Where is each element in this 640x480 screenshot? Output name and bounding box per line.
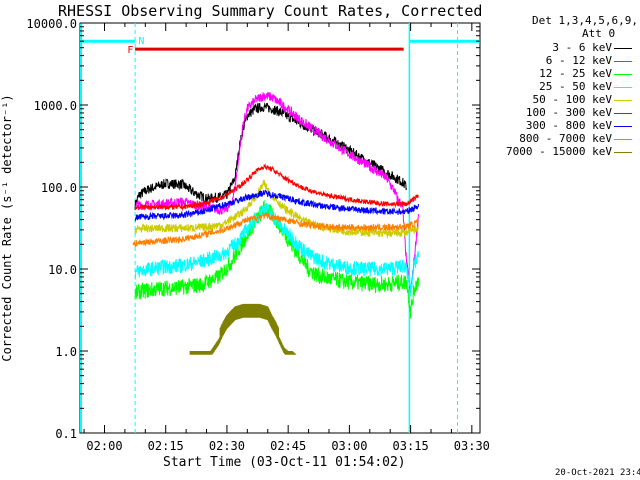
legend-swatch (614, 113, 632, 114)
x-tick-label: 02:15 (148, 439, 184, 453)
y-tick-label: 10.0 (48, 263, 77, 277)
legend-entry: 6 - 12 keV (488, 54, 634, 67)
x-tick-label: 02:00 (86, 439, 122, 453)
legend-entry: 7000 - 15000 keV (488, 145, 634, 158)
x-tick-label: 02:30 (209, 439, 245, 453)
legend-entry: 50 - 100 keV (488, 93, 634, 106)
legend-label: 800 - 7000 keV (519, 132, 612, 145)
legend-swatch (614, 48, 632, 49)
series-line (134, 189, 419, 222)
legend-swatch (614, 87, 632, 88)
legend-entry: 100 - 300 keV (488, 106, 634, 119)
series-line (134, 92, 419, 294)
x-tick-label: 03:30 (454, 439, 490, 453)
y-tick-label: 100.0 (41, 181, 77, 195)
legend-entry: 3 - 6 keV (488, 41, 634, 54)
legend-label: 3 - 6 keV (552, 41, 612, 54)
legend-swatch (614, 126, 632, 127)
timestamp-footer: 20-Oct-2021 23:47 (555, 468, 640, 478)
legend-label: 300 - 800 keV (525, 119, 612, 132)
legend-swatch (614, 61, 632, 62)
legend-entry: 25 - 50 keV (488, 80, 634, 93)
x-tick-label: 02:45 (270, 439, 306, 453)
x-tick-label: 03:15 (393, 439, 429, 453)
y-tick-label: 1000.0 (34, 99, 77, 113)
y-axis-label: Corrected Count Rate (s⁻¹ detector⁻¹) (0, 94, 14, 361)
series-line (134, 178, 419, 239)
legend-swatch (614, 152, 632, 153)
y-tick-label: 1.0 (55, 345, 77, 359)
series-line (134, 199, 419, 319)
legend-label: 25 - 50 keV (539, 80, 612, 93)
chart-title: RHESSI Observing Summary Count Rates, Co… (58, 2, 483, 20)
series-line (132, 212, 419, 248)
legend-label: 100 - 300 keV (525, 106, 612, 119)
legend-swatch (614, 139, 632, 140)
legend-entry: 300 - 800 keV (488, 119, 634, 132)
legend-label: 50 - 100 keV (532, 93, 612, 106)
flare-flag-label: F (127, 45, 133, 56)
legend-entry: 800 - 7000 keV (488, 132, 634, 145)
night-flag-label: N (138, 36, 144, 47)
legend-label: 12 - 25 keV (539, 67, 612, 80)
series-line (189, 303, 297, 355)
series-line (134, 163, 419, 211)
legend-label: 6 - 12 keV (545, 54, 612, 67)
legend-header-attenuator: Att 0 (582, 27, 616, 40)
legend-swatch (614, 100, 632, 101)
legend-header-detectors: Det 1,3,4,5,6,9, (532, 14, 638, 27)
y-tick-label: 10000.0 (26, 17, 77, 31)
x-tick-label: 03:00 (331, 439, 367, 453)
legend-swatch (614, 74, 632, 75)
x-axis-label: Start Time (03-Oct-11 01:54:02) (163, 455, 406, 470)
y-tick-label: 0.1 (55, 427, 77, 441)
legend-label: 7000 - 15000 keV (506, 145, 612, 158)
legend-entry: 12 - 25 keV (488, 67, 634, 80)
